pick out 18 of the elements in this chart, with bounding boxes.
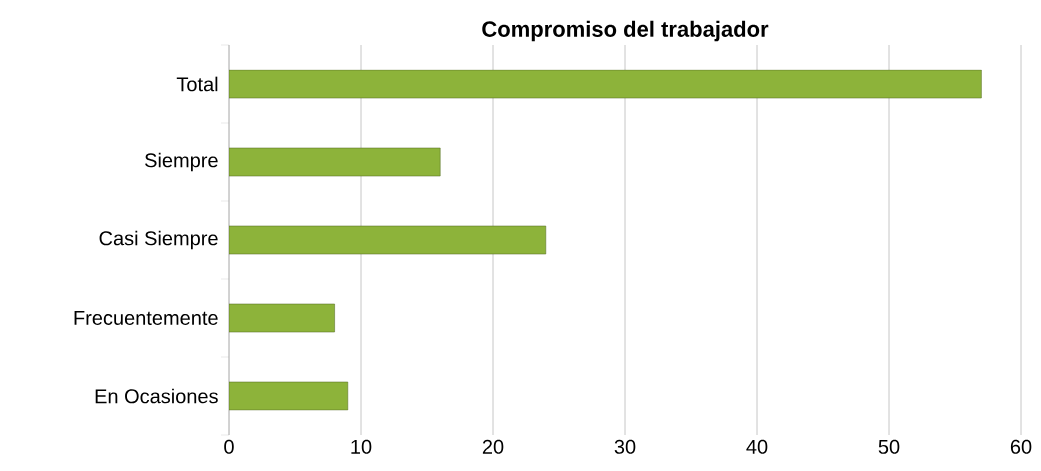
bar xyxy=(229,147,441,177)
y-tick-label: Siempre xyxy=(145,152,218,172)
y-tick-label: En Ocasiones xyxy=(95,388,218,404)
chart-title: Compromiso del trabajador xyxy=(482,20,769,42)
x-tick-label: 10 xyxy=(351,439,372,454)
y-tick-label: Total xyxy=(176,76,218,92)
bar xyxy=(229,69,982,99)
x-tick-label: 20 xyxy=(482,439,504,454)
bar xyxy=(229,303,335,333)
y-tick-label: Casi Siempre xyxy=(99,230,218,250)
x-tick-label: 30 xyxy=(614,439,636,454)
x-tick-label: 60 xyxy=(1010,439,1032,454)
bar xyxy=(229,225,547,255)
x-tick-label: 0 xyxy=(224,439,234,454)
bar xyxy=(229,381,349,411)
x-tick-label: 40 xyxy=(746,439,768,454)
x-tick-label: 50 xyxy=(878,439,900,454)
y-tick-label: Frecuentemente xyxy=(74,311,218,325)
